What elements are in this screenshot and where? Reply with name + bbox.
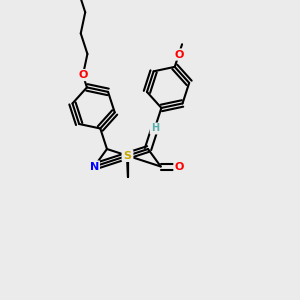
Text: N: N: [123, 151, 132, 161]
Text: H: H: [151, 124, 159, 134]
Text: O: O: [174, 50, 183, 59]
Text: O: O: [174, 161, 184, 172]
Text: S: S: [124, 151, 131, 161]
Text: N: N: [90, 161, 99, 172]
Text: N: N: [123, 151, 132, 161]
Text: O: O: [78, 70, 88, 80]
